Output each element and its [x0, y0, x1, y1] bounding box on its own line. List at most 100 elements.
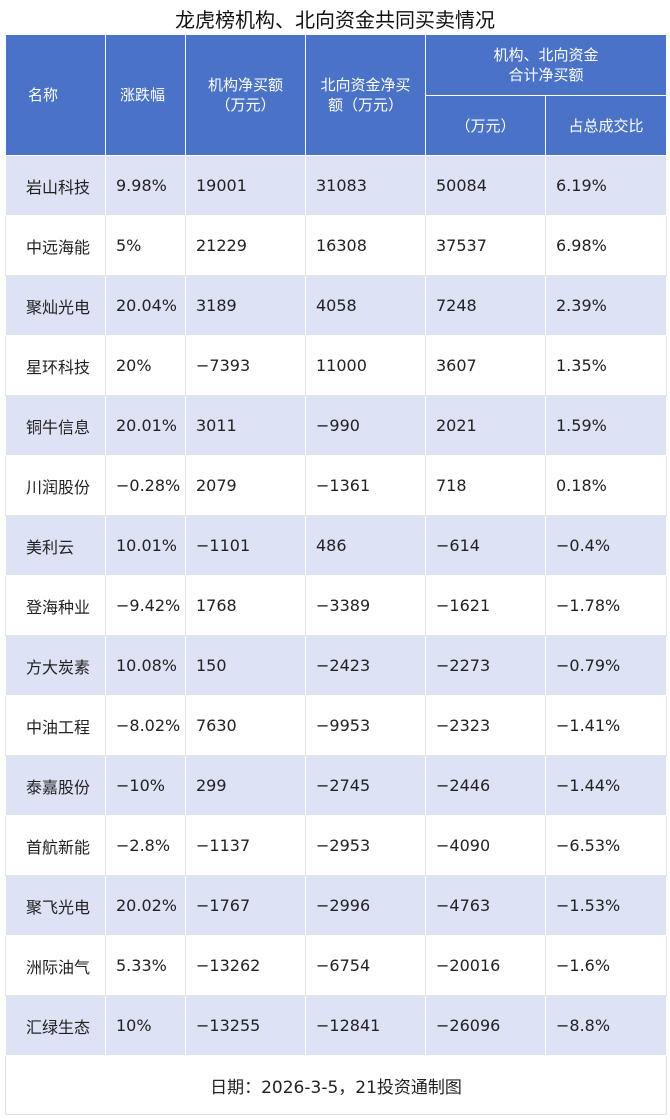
header-north-net: 北向资金净买 额（万元） [305, 34, 426, 156]
cell-name: 星环科技 [5, 335, 106, 396]
table-row: 川润股份 −0.28% 2079 −1361 718 0.18% [5, 455, 668, 516]
cell-inst: 3189 [185, 275, 306, 336]
cell-ratio: −1.6% [544, 935, 668, 996]
cell-north: 31083 [305, 155, 426, 216]
cell-name: 铜牛信息 [5, 395, 106, 456]
cell-change: 10% [105, 995, 186, 1056]
cell-north: −2423 [305, 635, 426, 696]
table-row: 铜牛信息 20.01% 3011 −990 2021 1.59% [5, 395, 668, 456]
table-body: 岩山科技 9.98% 19001 31083 50084 6.19% 中远海能 5% 21229… [5, 155, 668, 1056]
cell-north: 16308 [305, 215, 426, 276]
cell-name: 美利云 [5, 515, 106, 576]
cell-name: 泰嘉股份 [5, 755, 106, 816]
cell-total: 2021 [425, 395, 546, 456]
cell-change: 20.02% [105, 875, 186, 936]
header-change: 涨跌幅 [105, 34, 186, 156]
table-footer: 日期：2026-3-5，21投资通制图 [4, 1055, 668, 1115]
cell-total: −2446 [425, 755, 546, 816]
cell-ratio: 6.98% [544, 215, 668, 276]
cell-ratio: 2.39% [544, 275, 668, 336]
table-row: 中油工程 −8.02% 7630 −9953 −2323 −1.41% [5, 695, 668, 756]
cell-name: 中远海能 [5, 215, 106, 276]
cell-change: 20% [105, 335, 186, 396]
cell-total: −4090 [425, 815, 546, 876]
table-row: 星环科技 20% −7393 11000 3607 1.35% [5, 335, 668, 396]
cell-ratio: −1.41% [544, 695, 668, 756]
cell-inst: 150 [185, 635, 306, 696]
cell-change: 9.98% [105, 155, 186, 216]
cell-north: 4058 [305, 275, 426, 336]
cell-total: −2273 [425, 635, 546, 696]
table-row: 美利云 10.01% −1101 486 −614 −0.4% [5, 515, 668, 576]
cell-change: −10% [105, 755, 186, 816]
header-ratio: 占总成交比 [544, 95, 668, 156]
table-row: 洲际油气 5.33% −13262 −6754 −20016 −1.6% [5, 935, 668, 996]
header-inst-net-label: 机构净买额 （万元） [207, 76, 283, 114]
cell-north: −2745 [305, 755, 426, 816]
cell-ratio: −1.53% [544, 875, 668, 936]
cell-inst: 1768 [185, 575, 306, 636]
cell-inst: −1101 [185, 515, 306, 576]
header-combined-unit-label: （万元） [455, 116, 516, 135]
header-name: 名称 [5, 34, 106, 156]
table-row: 聚飞光电 20.02% −1767 −2996 −4763 −1.53% [5, 875, 668, 936]
header-combined-group-label: 机构、北向资金 合计净买额 [493, 46, 599, 84]
cell-name: 川润股份 [5, 455, 106, 516]
table-row: 岩山科技 9.98% 19001 31083 50084 6.19% [5, 155, 668, 216]
cell-ratio: −1.78% [544, 575, 668, 636]
cell-name: 岩山科技 [5, 155, 106, 216]
cell-ratio: −0.79% [544, 635, 668, 696]
header-name-label: 名称 [28, 86, 59, 104]
cell-change: −0.28% [105, 455, 186, 516]
dragon-tiger-table: 名称 涨跌幅 机构净买额 （万元） 北向资金净买 额（万元） 机构、北向资金 合计净买… [4, 34, 668, 1115]
cell-total: −20016 [425, 935, 546, 996]
cell-ratio: −6.53% [544, 815, 668, 876]
cell-ratio: −8.8% [544, 995, 668, 1056]
cell-total: −614 [425, 515, 546, 576]
cell-ratio: −0.4% [544, 515, 668, 576]
cell-change: −2.8% [105, 815, 186, 876]
cell-name: 登海种业 [5, 575, 106, 636]
cell-change: −8.02% [105, 695, 186, 756]
cell-inst: 2079 [185, 455, 306, 516]
table-row: 登海种业 −9.42% 1768 −3389 −1621 −1.78% [5, 575, 668, 636]
cell-change: −9.42% [105, 575, 186, 636]
table-row: 方大炭素 10.08% 150 −2423 −2273 −0.79% [5, 635, 668, 696]
header-north-net-label: 北向资金净买 额（万元） [320, 76, 411, 114]
cell-north: −1361 [305, 455, 426, 516]
table-row: 中远海能 5% 21229 16308 37537 6.98% [5, 215, 668, 276]
cell-total: 50084 [425, 155, 546, 216]
cell-inst: 299 [185, 755, 306, 816]
table-row: 聚灿光电 20.04% 3189 4058 7248 2.39% [5, 275, 668, 336]
cell-name: 洲际油气 [5, 935, 106, 996]
cell-name: 聚灿光电 [5, 275, 106, 336]
header-change-label: 涨跌幅 [120, 86, 166, 104]
cell-total: 718 [425, 455, 546, 516]
cell-total: 3607 [425, 335, 546, 396]
cell-north: −9953 [305, 695, 426, 756]
cell-ratio: 1.59% [544, 395, 668, 456]
cell-name: 聚飞光电 [5, 875, 106, 936]
cell-total: 37537 [425, 215, 546, 276]
table-row: 泰嘉股份 −10% 299 −2745 −2446 −1.44% [5, 755, 668, 816]
cell-north: −2996 [305, 875, 426, 936]
cell-total: −26096 [425, 995, 546, 1056]
table-title: 龙虎榜机构、北向资金共同买卖情况 [175, 8, 495, 32]
cell-inst: 21229 [185, 215, 306, 276]
cell-ratio: 6.19% [544, 155, 668, 216]
cell-north: −12841 [305, 995, 426, 1056]
cell-name: 方大炭素 [5, 635, 106, 696]
cell-total: −1621 [425, 575, 546, 636]
header-combined-group: 机构、北向资金 合计净买额 [424, 34, 668, 96]
header-combined-unit: （万元） [425, 95, 546, 156]
cell-inst: −7393 [185, 335, 306, 396]
cell-inst: −1767 [185, 875, 306, 936]
cell-inst: 3011 [185, 395, 306, 456]
cell-ratio: 1.35% [544, 335, 668, 396]
cell-inst: 7630 [185, 695, 306, 756]
cell-total: −4763 [425, 875, 546, 936]
cell-inst: −13255 [185, 995, 306, 1056]
cell-north: 11000 [305, 335, 426, 396]
cell-change: 5% [105, 215, 186, 276]
cell-inst: −1137 [185, 815, 306, 876]
